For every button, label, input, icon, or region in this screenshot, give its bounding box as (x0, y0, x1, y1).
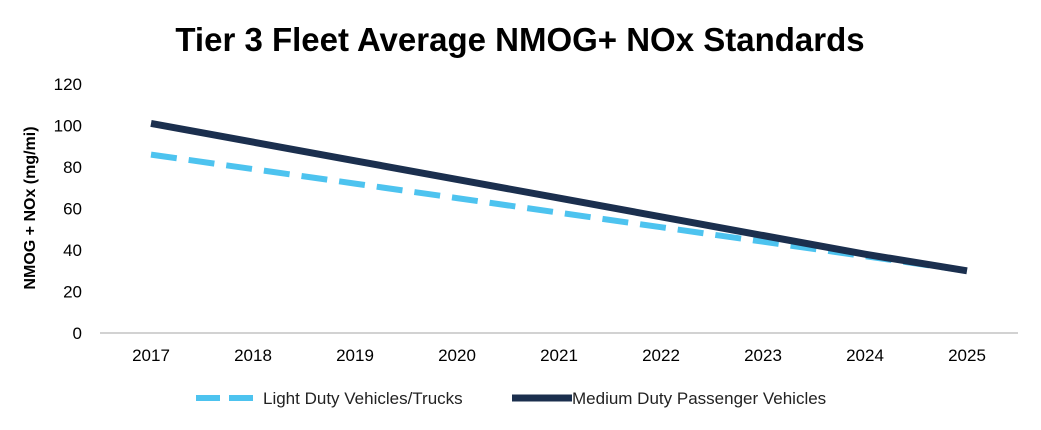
legend-item-medium-duty: Medium Duty Passenger Vehicles (512, 389, 826, 408)
x-tick-label: 2019 (336, 346, 374, 365)
y-tick-label: 0 (73, 324, 82, 343)
y-tick-label: 120 (54, 75, 82, 94)
x-axis-ticks: 2017 2018 2019 2020 2021 2022 2023 2024 2025 (132, 346, 986, 365)
y-tick-label: 60 (63, 200, 82, 219)
x-tick-label: 2021 (540, 346, 578, 365)
series-lines (150, 119, 968, 275)
y-axis-ticks: 0 20 40 60 80 100 120 (54, 75, 82, 343)
legend-label-light-duty: Light Duty Vehicles/Trucks (263, 389, 463, 408)
chart-title: Tier 3 Fleet Average NMOG+ NOx Standards (175, 21, 864, 58)
x-tick-label: 2020 (438, 346, 476, 365)
y-tick-label: 100 (54, 117, 82, 136)
x-tick-label: 2017 (132, 346, 170, 365)
x-tick-label: 2024 (846, 346, 884, 365)
series-line-1 (150, 119, 968, 275)
legend-label-medium-duty: Medium Duty Passenger Vehicles (572, 389, 826, 408)
x-tick-label: 2023 (744, 346, 782, 365)
legend-item-light-duty: Light Duty Vehicles/Trucks (196, 389, 463, 408)
legend: Light Duty Vehicles/Trucks Medium Duty P… (196, 389, 826, 408)
y-tick-label: 80 (63, 158, 82, 177)
y-axis-label: NMOG + NOx (mg/mi) (22, 126, 39, 289)
y-tick-label: 20 (63, 283, 82, 302)
x-tick-label: 2025 (948, 346, 986, 365)
y-tick-label: 40 (63, 241, 82, 260)
x-tick-label: 2022 (642, 346, 680, 365)
x-tick-label: 2018 (234, 346, 272, 365)
